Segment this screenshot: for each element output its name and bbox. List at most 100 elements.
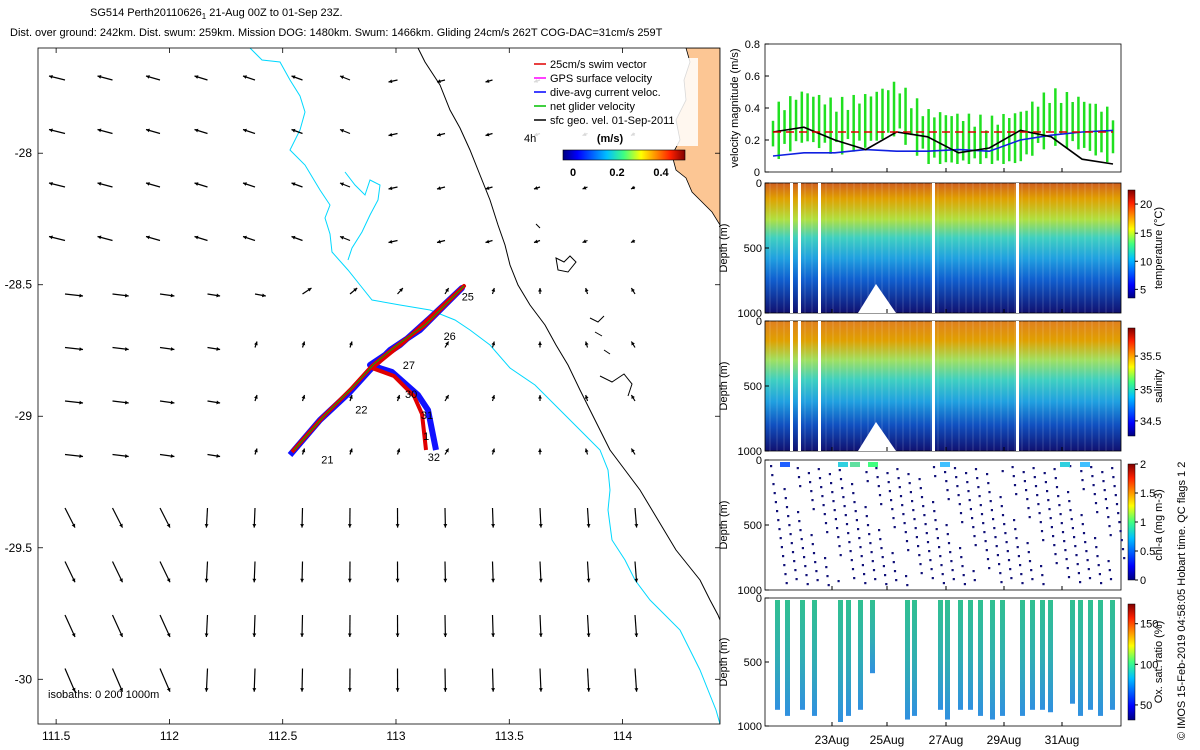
- chla-sample: [832, 500, 835, 503]
- chla-sample: [1115, 503, 1119, 506]
- sfc-vel-arrowhead: [437, 79, 441, 84]
- sfc-vel-arrowhead: [170, 400, 175, 405]
- chla-sample: [909, 491, 912, 494]
- cb-tick-label: 1: [1140, 517, 1146, 529]
- chla-sample: [1057, 495, 1060, 498]
- sfc-vel-arrowhead: [538, 395, 542, 399]
- depth-tick-label: 0: [756, 316, 762, 328]
- chla-sample: [1069, 509, 1072, 512]
- chla-sample: [1040, 565, 1043, 568]
- chla-sample: [810, 490, 813, 493]
- oxygen-profile: [775, 600, 780, 710]
- chla-sample: [837, 580, 840, 583]
- sfc-vel-arrowhead: [254, 448, 258, 453]
- cb-tick-label: 50: [1140, 700, 1152, 712]
- chla-sample: [838, 545, 841, 548]
- chla-sample: [859, 546, 862, 549]
- velocity-series-line: [772, 126, 1114, 165]
- chla-sample: [999, 496, 1002, 499]
- sfc-vel-arrowhead: [443, 578, 448, 583]
- chla-sample: [1081, 479, 1084, 482]
- chla-sample: [1092, 484, 1095, 487]
- sfc-vel-arrowhead: [49, 181, 53, 186]
- chla-sample: [878, 494, 882, 497]
- depth-tick-label: 500: [744, 657, 762, 669]
- sfc-vel-arrowhead: [586, 633, 591, 637]
- sfc-vel-arrowhead: [97, 75, 102, 79]
- profile-gap: [790, 183, 793, 313]
- sfc-vel-arrowhead: [491, 448, 496, 453]
- sfc-vel-arrowhead: [399, 288, 403, 292]
- chla-sample: [949, 551, 952, 554]
- chla-sample: [865, 471, 868, 474]
- chla-sample: [959, 547, 962, 550]
- chla-sample: [780, 546, 783, 549]
- chla-sample: [806, 583, 809, 586]
- sfc-vel-arrowhead: [166, 578, 171, 583]
- chla-sample: [1086, 559, 1089, 562]
- chla-surface-high: [850, 462, 860, 467]
- chla-sample: [1054, 477, 1057, 480]
- sfc-vel-arrowhead: [291, 75, 296, 80]
- sfc-vel-arrow: [111, 507, 124, 528]
- chla-sample: [972, 570, 975, 573]
- day-label: 30: [405, 389, 417, 401]
- sfc-vel-arrowhead: [340, 129, 344, 133]
- chla-sample: [1109, 534, 1112, 537]
- map-ytick-label: -29.5: [5, 541, 33, 555]
- sfc-vel-arrowhead: [204, 688, 209, 692]
- abrolhos-islands: [535, 223, 633, 397]
- sfc-vel-arrowhead: [485, 132, 490, 137]
- chla-sample: [1069, 465, 1072, 468]
- chla-sample: [1103, 489, 1106, 492]
- chla-sample: [1042, 539, 1045, 542]
- sfc-vel-arrowhead: [170, 454, 175, 458]
- chla-sample: [1015, 493, 1018, 496]
- sfc-vel-arrowhead: [300, 524, 305, 528]
- chla-sample: [866, 524, 870, 527]
- chla-sample: [1114, 494, 1117, 497]
- chla-sample: [1112, 476, 1115, 479]
- chla-sample: [974, 544, 977, 547]
- sfc-vel-arrow: [491, 614, 494, 638]
- chla-sample: [879, 538, 882, 541]
- oxygen-profile: [978, 600, 983, 716]
- day-labels: 25 26 27 30 31 1 32 22 21: [321, 292, 474, 467]
- sfc-vel-arrowhead: [395, 524, 400, 528]
- chla-sample: [1080, 470, 1083, 473]
- sfc-vel-arrowhead: [119, 578, 123, 583]
- chla-sample: [1028, 516, 1031, 519]
- chla-sample: [972, 526, 975, 529]
- sfc-vel-arrow: [301, 668, 304, 692]
- sfc-vel-arrowhead: [538, 633, 543, 637]
- chla-sample: [1082, 532, 1086, 535]
- chla-sample: [1027, 551, 1030, 554]
- colorbar-tick-1: 0.2: [609, 167, 624, 179]
- figure-title: SG514 Perth201106261 21-Aug 00Z to 01-Se…: [90, 7, 343, 21]
- sfc-vel-arrowhead: [443, 633, 448, 637]
- chla-surface-high: [780, 462, 790, 467]
- chla-sample: [1119, 530, 1122, 533]
- chla-sample: [985, 549, 988, 552]
- chla-sample: [839, 478, 843, 481]
- map-xtick-label: 114: [613, 729, 632, 743]
- chla-sample: [834, 518, 837, 521]
- oxygen-profile: [838, 600, 843, 722]
- chla-sample: [812, 508, 815, 511]
- sfc-vel-arrowhead: [252, 524, 257, 528]
- sfc-vel-arrowhead: [437, 186, 441, 191]
- chla-sample: [794, 569, 797, 572]
- day-label: 32: [428, 452, 440, 464]
- chla-sample: [961, 521, 964, 524]
- chla-sample: [887, 481, 890, 484]
- chla-sample: [1085, 550, 1088, 553]
- chla-sample: [957, 494, 960, 497]
- velocity-ytick-label: 0.6: [745, 71, 760, 83]
- sfc-vel-arrowhead: [204, 633, 209, 637]
- chla-sample: [1063, 540, 1066, 543]
- chla-sample: [1065, 558, 1068, 561]
- chla-sample: [1038, 512, 1041, 515]
- chla-sample: [847, 532, 850, 535]
- legend-label: 25cm/s swim vector: [550, 59, 647, 71]
